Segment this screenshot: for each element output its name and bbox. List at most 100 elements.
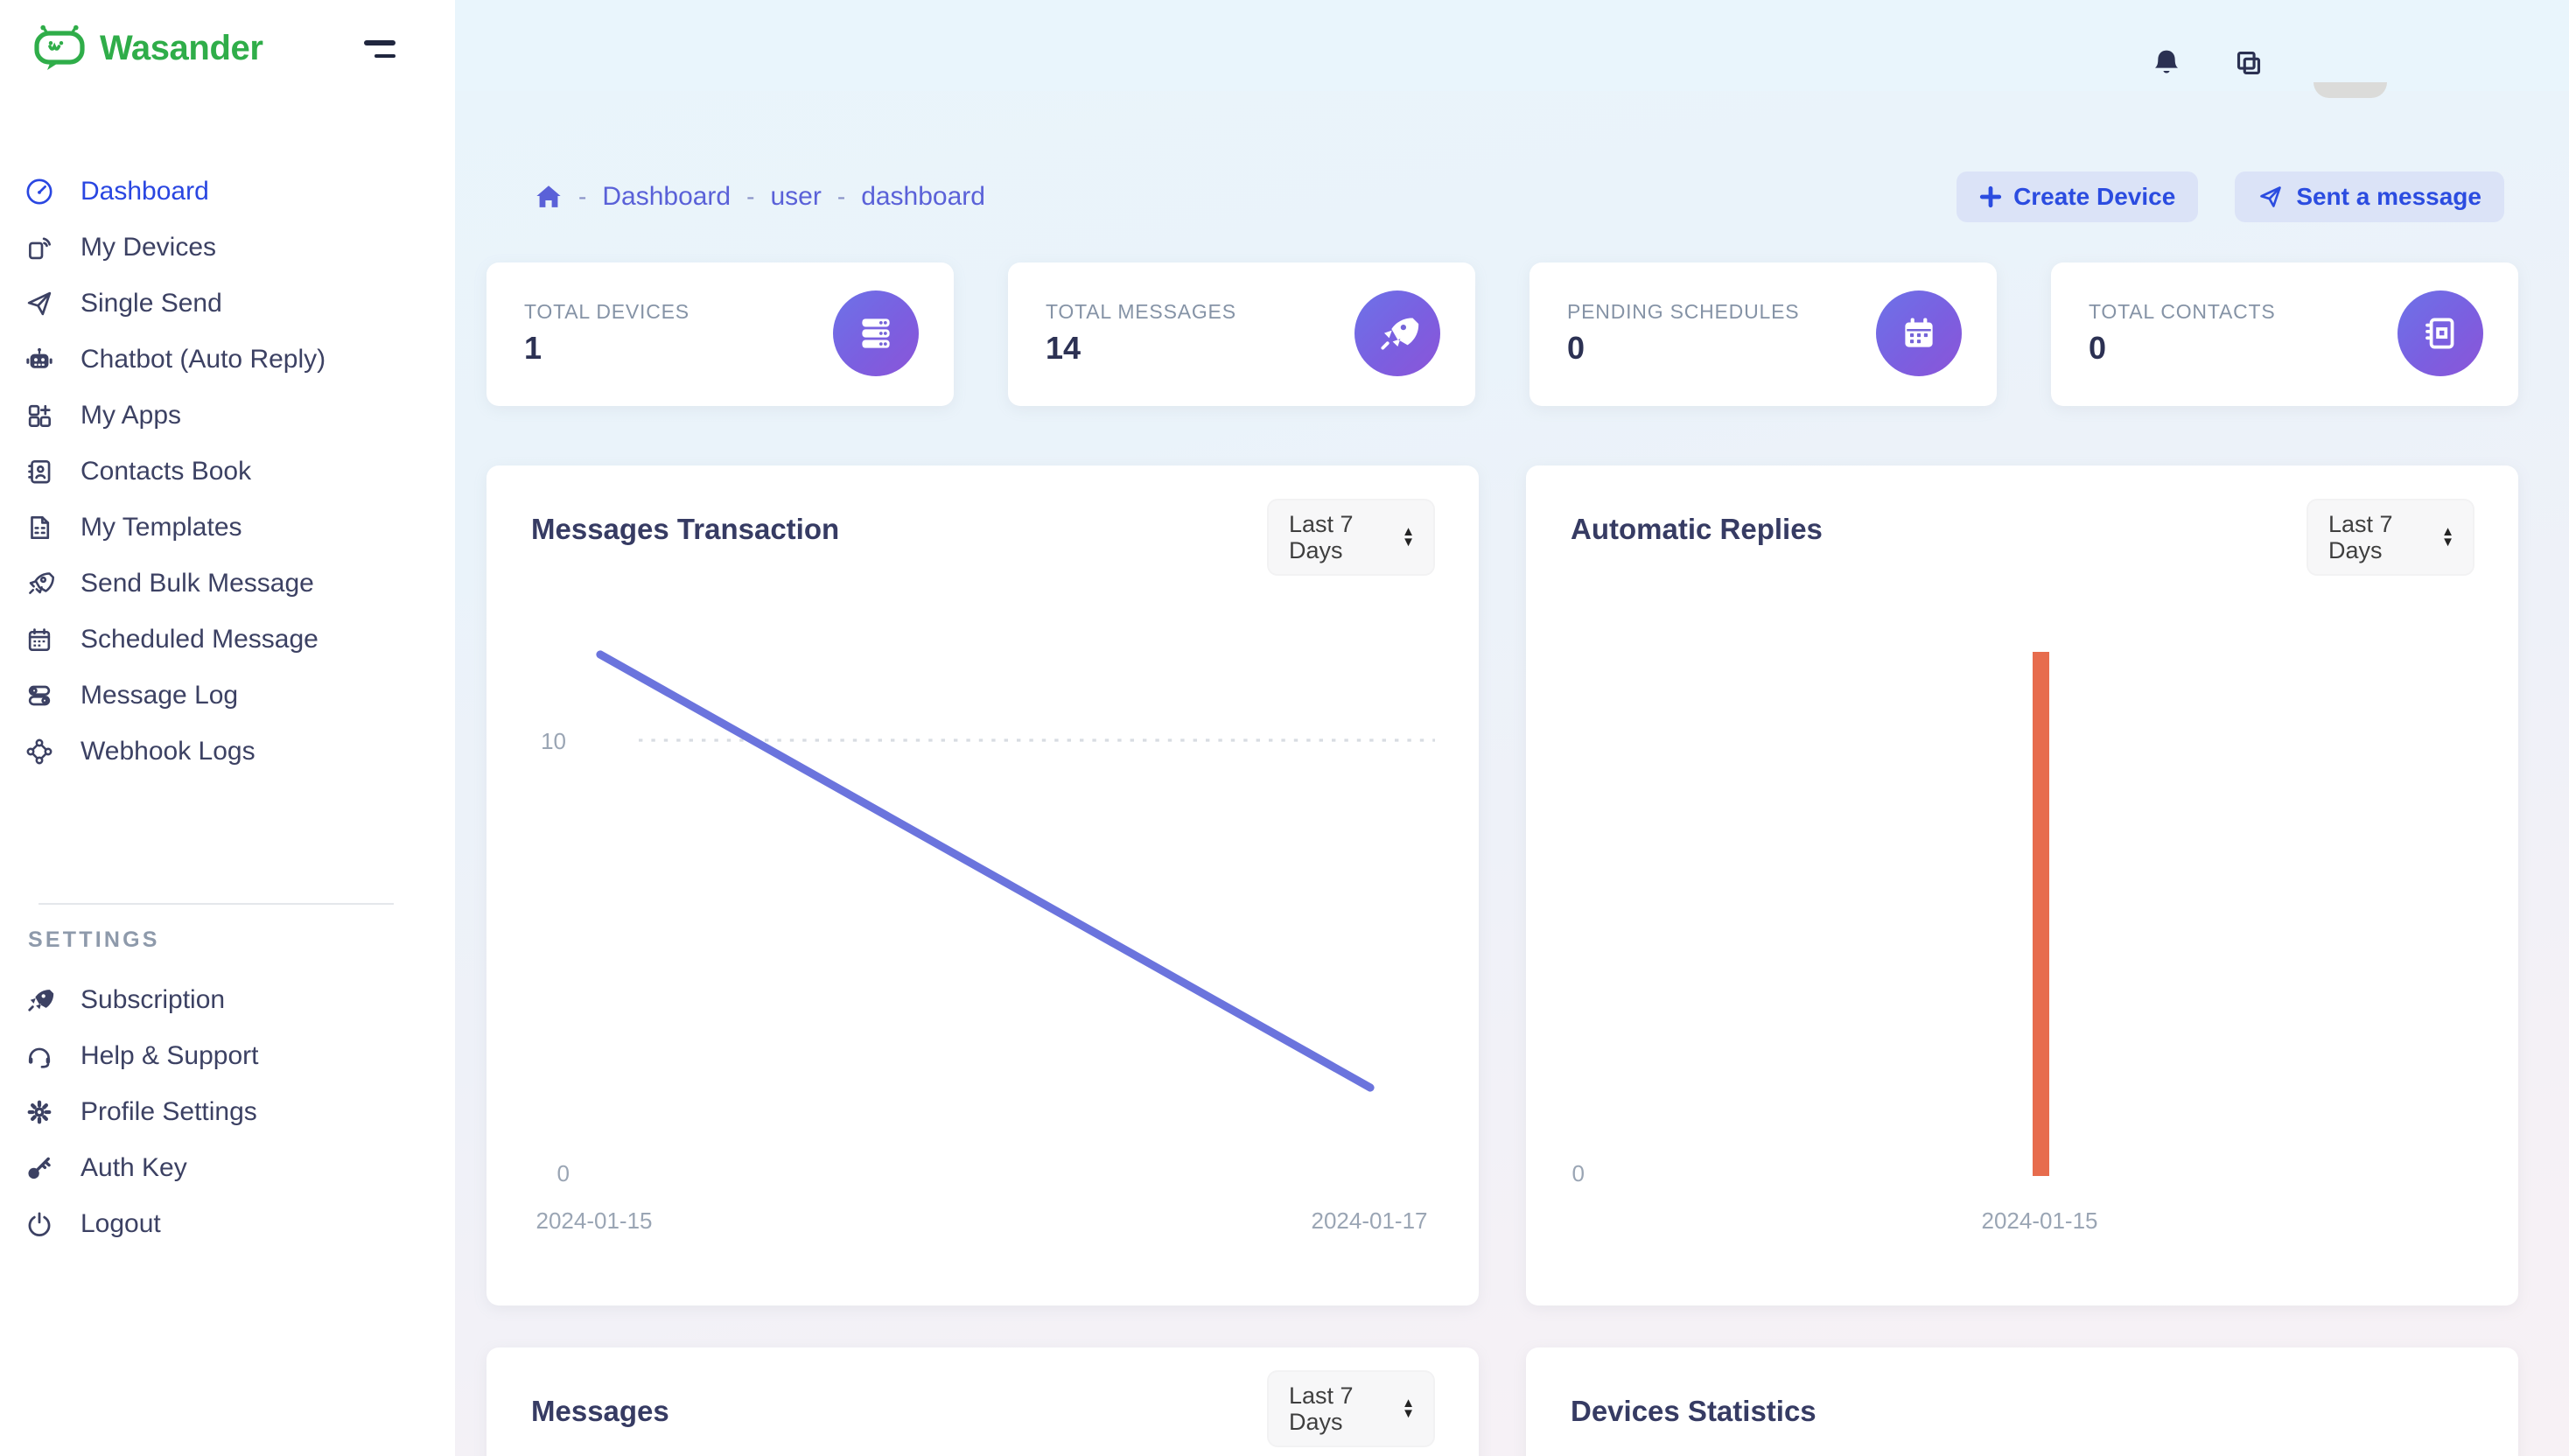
headset-icon xyxy=(24,1040,54,1070)
header-actions: Create Device Sent a message xyxy=(1956,171,2504,221)
messages-card: Messages Last 7 Days ▲ ▼ xyxy=(486,1348,1478,1456)
rocket-icon xyxy=(24,568,54,598)
contacts-book-icon xyxy=(2398,290,2483,376)
main-content: - Dashboard - user - dashboard Create De… xyxy=(455,0,2569,1456)
sidebar-item-my-apps[interactable]: My Apps xyxy=(0,387,455,443)
brand-logo[interactable]: Wasander xyxy=(32,24,263,74)
power-icon xyxy=(24,1208,54,1238)
sidebar: Wasander Dashboard My Devices xyxy=(0,0,455,1456)
sidebar-header: Wasander xyxy=(0,0,455,98)
messages-transaction-line xyxy=(595,650,1374,1092)
sidebar-item-single-send[interactable]: Single Send xyxy=(0,275,455,331)
create-device-button[interactable]: Create Device xyxy=(1956,171,2199,221)
sidebar-item-scheduled-message[interactable]: Scheduled Message xyxy=(0,611,455,667)
y-axis-tick: 0 xyxy=(1572,1160,1585,1186)
breadcrumb-link-dashboard-page[interactable]: dashboard xyxy=(861,181,985,211)
stats-row: TOTAL DEVICES 1 TOTAL MESSAGES 14 xyxy=(486,262,2518,406)
notifications-bell-icon[interactable] xyxy=(2151,47,2182,79)
plus-icon xyxy=(1978,185,2001,207)
stat-label: TOTAL DEVICES xyxy=(524,302,690,324)
webhook-icon xyxy=(24,736,54,766)
stat-value: 0 xyxy=(1567,331,1586,367)
card-title: Devices Statistics xyxy=(1571,1396,1816,1428)
calendar-icon xyxy=(24,624,54,654)
stat-value: 14 xyxy=(1046,331,1082,367)
stat-card-pending-schedules: PENDING SCHEDULES 0 xyxy=(1529,262,1997,406)
automatic-replies-chart xyxy=(2032,652,2048,1176)
stat-card-total-contacts: TOTAL CONTACTS 0 xyxy=(2050,262,2518,406)
sidebar-nav: Dashboard My Devices Single Send xyxy=(0,163,455,779)
automatic-replies-bar xyxy=(2032,652,2048,1176)
breadcrumb-separator: - xyxy=(746,182,755,210)
updown-arrows-icon: ▲ ▼ xyxy=(1402,1394,1415,1421)
apps-grid-icon xyxy=(24,400,54,430)
sidebar-item-logout[interactable]: Logout xyxy=(0,1195,455,1251)
sidebar-item-send-bulk-message[interactable]: Send Bulk Message xyxy=(0,555,455,611)
gear-icon xyxy=(24,1096,54,1126)
sidebar-item-dashboard[interactable]: Dashboard xyxy=(0,163,455,219)
automatic-replies-card: Automatic Replies Last 7 Days ▲ ▼ 0 2024-… xyxy=(1525,466,2517,1306)
home-icon[interactable] xyxy=(533,181,563,211)
toggles-icon xyxy=(24,680,54,710)
rocket-icon xyxy=(1354,290,1440,376)
send-icon xyxy=(2258,183,2284,209)
sidebar-divider xyxy=(38,903,394,905)
stat-label: TOTAL MESSAGES xyxy=(1046,302,1236,324)
stat-value: 1 xyxy=(524,331,542,367)
sidebar-item-subscription[interactable]: Subscription xyxy=(0,971,455,1027)
sidebar-item-my-devices[interactable]: My Devices xyxy=(0,219,455,275)
messages-transaction-card: Messages Transaction Last 7 Days ▲ ▼ 10 0… xyxy=(486,466,1478,1306)
breadcrumb-link-user[interactable]: user xyxy=(770,181,822,211)
messages-range-select[interactable]: Last 7 Days ▲ ▼ xyxy=(1266,1370,1434,1447)
card-title: Automatic Replies xyxy=(1571,514,1823,546)
automatic-replies-range-select[interactable]: Last 7 Days ▲ ▼ xyxy=(2306,499,2474,576)
sidebar-item-help-support[interactable]: Help & Support xyxy=(0,1027,455,1083)
key-icon xyxy=(24,1152,54,1182)
sidebar-item-profile-settings[interactable]: Profile Settings xyxy=(0,1083,455,1139)
sidebar-settings-nav: Subscription Help & Support xyxy=(0,971,455,1251)
updown-arrows-icon: ▲ ▼ xyxy=(1402,522,1415,550)
sidebar-item-contacts-book[interactable]: Contacts Book xyxy=(0,443,455,499)
sidebar-item-my-templates[interactable]: My Templates xyxy=(0,499,455,555)
charts-row: Messages Transaction Last 7 Days ▲ ▼ 10 0… xyxy=(486,466,2518,1306)
wasander-logo-icon xyxy=(32,24,88,74)
messages-transaction-chart xyxy=(595,650,1434,1092)
x-axis-tick: 2024-01-15 xyxy=(1981,1208,2098,1234)
sidebar-item-webhook-logs[interactable]: Webhook Logs xyxy=(0,723,455,779)
hamburger-menu-icon[interactable] xyxy=(364,39,396,59)
breadcrumb-separator: - xyxy=(578,182,587,210)
updown-arrows-icon: ▲ ▼ xyxy=(2441,522,2454,550)
sent-a-message-button[interactable]: Sent a message xyxy=(2235,171,2504,221)
sidebar-item-chatbot[interactable]: Chatbot (Auto Reply) xyxy=(0,331,455,387)
x-axis-tick: 2024-01-17 xyxy=(1311,1208,1428,1234)
topbar xyxy=(455,0,2569,98)
y-axis-tick: 10 xyxy=(541,728,566,754)
server-stack-icon xyxy=(833,290,919,376)
breadcrumb-separator: - xyxy=(836,182,846,210)
brand-name: Wasander xyxy=(100,29,263,67)
devices-icon xyxy=(24,232,54,262)
messages-transaction-range-select[interactable]: Last 7 Days ▲ ▼ xyxy=(1266,499,1434,576)
sidebar-item-auth-key[interactable]: Auth Key xyxy=(0,1139,455,1195)
rocket-filled-icon xyxy=(24,984,54,1014)
card-title: Messages Transaction xyxy=(531,514,840,546)
avatar[interactable] xyxy=(2314,82,2387,98)
paper-plane-icon xyxy=(24,288,54,318)
y-axis-tick: 0 xyxy=(556,1160,570,1186)
x-axis-tick: 2024-01-15 xyxy=(536,1208,653,1234)
stat-value: 0 xyxy=(2089,331,2107,367)
stat-card-total-messages: TOTAL MESSAGES 14 xyxy=(1007,262,1475,406)
stat-label: PENDING SCHEDULES xyxy=(1567,302,1800,324)
calendar-icon xyxy=(1876,290,1962,376)
stat-card-total-devices: TOTAL DEVICES 1 xyxy=(486,262,954,406)
breadcrumb-row: - Dashboard - user - dashboard Create De… xyxy=(486,158,2518,234)
devices-statistics-card: Devices Statistics xyxy=(1525,1348,2517,1456)
contacts-book-icon xyxy=(24,456,54,486)
sidebar-item-message-log[interactable]: Message Log xyxy=(0,667,455,723)
bottom-row: Messages Last 7 Days ▲ ▼ Devices Statisti… xyxy=(486,1348,2518,1456)
copy-pages-icon[interactable] xyxy=(2233,47,2264,79)
breadcrumb-link-dashboard[interactable]: Dashboard xyxy=(602,181,732,211)
breadcrumb: - Dashboard - user - dashboard xyxy=(533,181,985,211)
